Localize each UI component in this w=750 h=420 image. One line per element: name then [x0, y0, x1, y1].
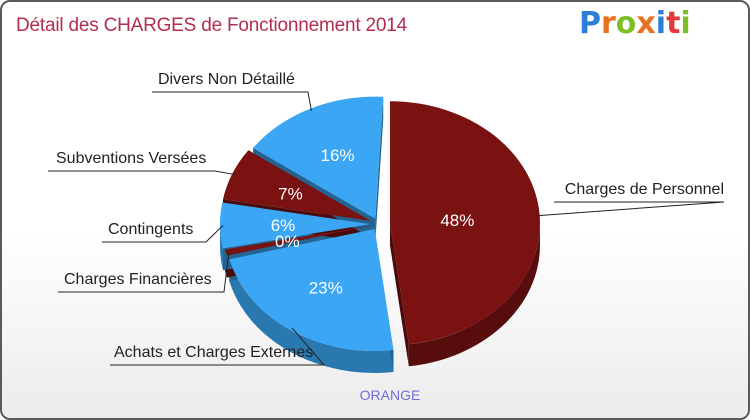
brand-letter: x [636, 6, 656, 41]
pie-slice [389, 101, 540, 345]
slice-value-label: 48% [440, 211, 474, 230]
brand-letter: i [655, 6, 667, 41]
slice-value-label: 23% [309, 278, 343, 297]
brand-letter: i [680, 6, 691, 41]
pie-slice-side [220, 224, 223, 271]
category-label: Subventions Versées [56, 150, 206, 167]
brand-logo: Proxiti [579, 6, 691, 41]
slice-value-label: 0% [275, 232, 300, 251]
category-label: Achats et Charges Externes [114, 344, 313, 361]
leader-line [536, 201, 725, 217]
brand-letter: o [615, 6, 637, 41]
leader-line [152, 91, 312, 112]
slice-value-label: 6% [271, 216, 296, 235]
pie-slice [220, 202, 371, 249]
slice-value-label: 7% [278, 184, 303, 203]
category-label: Divers Non Détaillé [158, 71, 295, 88]
category-label: Charges de Personnel [565, 181, 724, 198]
category-label: Charges Financières [64, 271, 212, 288]
leader-line [58, 251, 230, 293]
brand-letter: t [666, 6, 681, 41]
pie-slice [229, 228, 394, 351]
pie-slice-wall [375, 96, 384, 241]
pie-slice [253, 96, 384, 219]
brand-letter: r [601, 6, 616, 41]
chart-title: Détail des CHARGES de Fonctionnement 201… [16, 15, 408, 36]
pie-slice-wall [389, 223, 409, 367]
pie-slice [225, 225, 373, 256]
pie-slice [222, 150, 371, 221]
leader-line [48, 170, 236, 176]
chart-subtitle: ORANGE [360, 387, 421, 403]
slice-value-label: 16% [321, 146, 355, 165]
brand-letter: P [579, 6, 601, 41]
pie-slice-side [408, 223, 540, 367]
leader-line [102, 224, 224, 243]
category-label: Contingents [108, 221, 193, 238]
leader-line [110, 327, 326, 366]
